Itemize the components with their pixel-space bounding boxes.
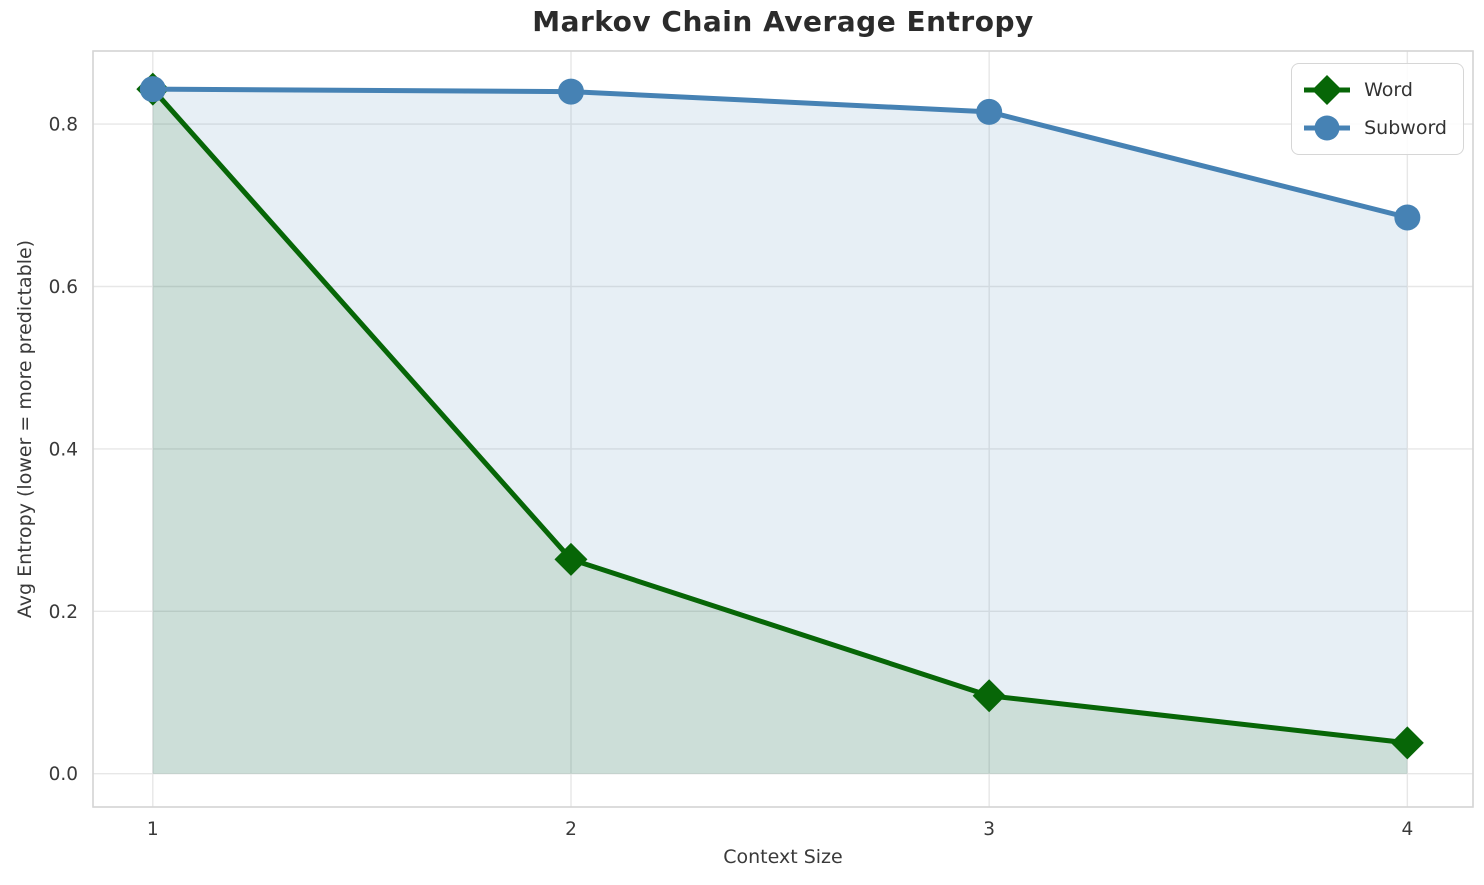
x-axis-label: Context Size [723, 846, 843, 868]
legend-label-subword: Subword [1364, 117, 1447, 139]
y-tick-label: 0.0 [49, 764, 78, 785]
y-tick-label: 0.4 [49, 439, 78, 460]
series-line-word [150, 86, 1410, 746]
legend-label-word: Word [1364, 79, 1413, 101]
area-fill-word [152, 89, 1408, 774]
word-legend-marker-icon [1304, 75, 1351, 105]
y-axis-label: Avg Entropy (lower = more predictable) [14, 239, 36, 619]
marker-word [1390, 726, 1424, 760]
legend-item-subword: Subword [1302, 111, 1447, 145]
y-tick-label: 0.6 [49, 277, 78, 298]
chart-title: Markov Chain Average Entropy [532, 5, 1034, 38]
x-tick-label: 2 [565, 819, 577, 840]
legend-item-word: Word [1302, 73, 1447, 107]
y-tick-label: 0.8 [49, 115, 78, 136]
subword-legend-marker-icon [1304, 115, 1351, 141]
marker-subword [976, 98, 1003, 125]
axes-spines [92, 50, 1474, 808]
x-tick-label: 1 [147, 819, 159, 840]
legend: Word Subword [1291, 63, 1464, 155]
area-fill-subword [152, 89, 1408, 774]
y-tick-label: 0.2 [49, 602, 78, 623]
series-line-subword [150, 86, 1410, 220]
x-tick-label: 3 [983, 819, 995, 840]
x-tick-label: 4 [1401, 819, 1413, 840]
marker-subword [1394, 204, 1421, 231]
marker-word [554, 542, 588, 576]
marker-subword [139, 76, 166, 103]
marker-subword [557, 78, 584, 105]
marker-word [972, 679, 1006, 713]
